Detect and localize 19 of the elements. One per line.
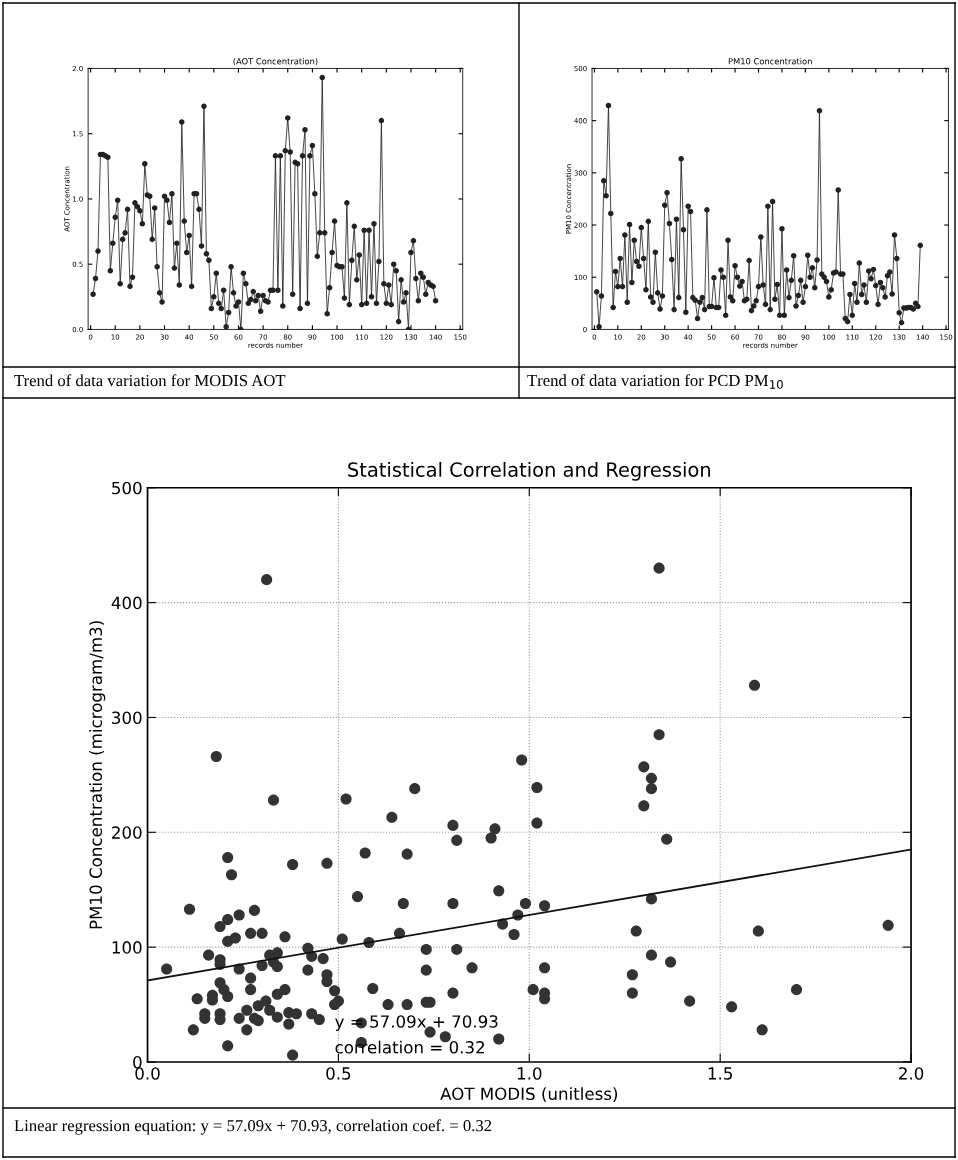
text: Linear regression equation: y = 57.09x + 70.93, correlation coef. = 0.32 [14, 1119, 492, 1135]
y-tick-label: 500 [112, 481, 142, 495]
chart-title: (AOT Concentration) [233, 57, 318, 66]
y-tick-label: 0 [133, 1055, 142, 1069]
y-tick-label: 100 [112, 941, 142, 954]
chart-title: Statistical Correlation and Regression [348, 461, 711, 481]
chart-title: PM10 Concentration [728, 57, 812, 65]
x-tick-label: 1.5 [708, 1067, 732, 1080]
x-tick-label: 2.0 [899, 1067, 924, 1080]
y-tick-label: 300 [112, 711, 142, 725]
x-tick-label: 1.0 [517, 1067, 542, 1080]
x-axis-title: AOT MODIS (unitless) [440, 1087, 618, 1102]
y-tick-label: 200 [112, 826, 142, 839]
text: Trend of data variation for MODIS AOT [14, 374, 286, 387]
y-tick-label: 400 [111, 596, 142, 610]
x-tick-label: 0.5 [326, 1067, 351, 1080]
x-tick-label: 0.0 [135, 1067, 160, 1080]
text: Trend of data variation for PCD PM$_{10}$ [527, 374, 783, 389]
y-axis-title: PM10 Concentration (microgram/m3) [89, 621, 106, 929]
